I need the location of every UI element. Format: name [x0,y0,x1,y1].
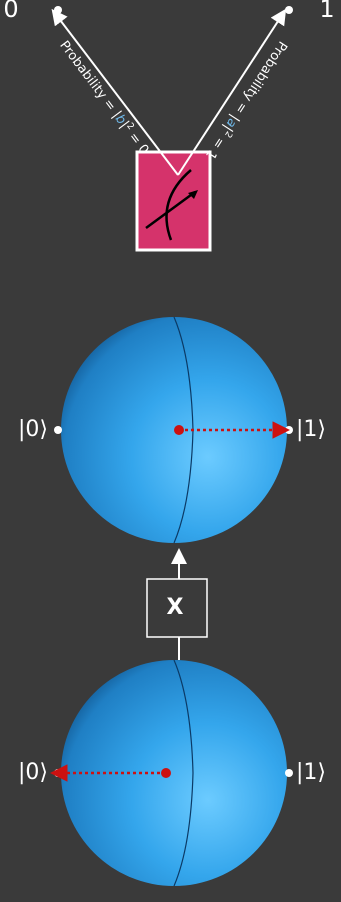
equator-line [173,659,194,887]
state-origin-dot [161,768,171,778]
bloch-sphere-flipped: |0⟩ |1⟩ [18,316,326,544]
ket-one-label-1: |1⟩ [296,760,326,785]
ket-zero-label-2: |0⟩ [18,417,48,442]
branch-arrow-one [177,8,287,176]
outcome-zero-dot [54,6,62,14]
sphere-body [61,660,287,886]
measurement-rect [135,150,212,252]
outcome-one-label: 1 [319,0,334,23]
probability-zero-label: Probability = |b|2 = 0 [56,38,152,158]
pole-zero-point [54,426,62,434]
pole-one-point [285,426,293,434]
ket-one-label-2: |1⟩ [296,417,326,442]
bloch-sphere-initial: |0⟩ |1⟩ [18,659,326,887]
measurement-box [135,150,212,252]
outcome-one-dot [285,6,293,14]
probability-one-label: Probability = |a|2 = 1 [202,38,290,162]
state-origin-dot [174,425,184,435]
gate-label: X [167,595,184,620]
pole-one-point [285,769,293,777]
outcome-zero-label: 0 [3,0,18,23]
x-gate: X [146,578,208,638]
branch-arrow-zero [51,8,179,176]
meter-icon [145,169,198,241]
gate-box [146,578,208,638]
ket-zero-label-1: |0⟩ [18,760,48,785]
